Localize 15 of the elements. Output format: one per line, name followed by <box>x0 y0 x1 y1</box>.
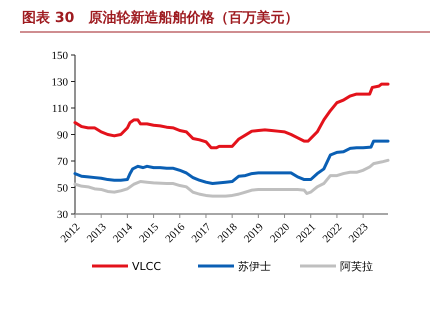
y-tick-label: 110 <box>52 102 68 115</box>
legend-label: 阿芙拉 <box>340 260 373 273</box>
line-series <box>74 82 390 150</box>
line-series <box>74 140 390 186</box>
y-tick-label: 150 <box>52 50 68 62</box>
y-tick-label: 70 <box>57 156 68 168</box>
chart-title: 图表 30 原油轮新造船舶价格（百万美元） <box>22 9 298 26</box>
legend-label: 苏伊士 <box>238 260 271 273</box>
x-tick-label: 2021 <box>294 221 318 246</box>
legend-label: VLCC <box>132 260 162 273</box>
y-tick-label: 30 <box>57 208 68 221</box>
y-tick-label: 130 <box>52 76 68 88</box>
line-series <box>74 158 390 198</box>
y-tick-label: 90 <box>57 129 68 142</box>
y-tick-label: 50 <box>57 182 68 194</box>
